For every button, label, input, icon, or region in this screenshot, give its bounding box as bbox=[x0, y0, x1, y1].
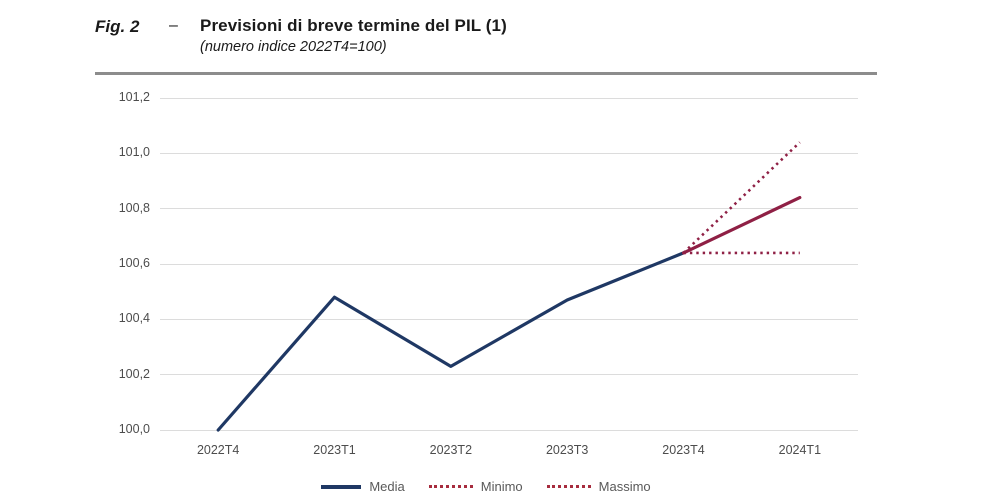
legend-swatch-dotted bbox=[428, 485, 473, 488]
chart-legend: Media Minimo Massimo bbox=[95, 479, 877, 494]
title-separator-rule bbox=[95, 72, 877, 75]
x-tick-label: 2023T4 bbox=[662, 443, 705, 457]
legend-label: Minimo bbox=[480, 479, 523, 494]
figure-title-dash: – bbox=[169, 17, 178, 34]
legend-swatch-solid bbox=[321, 484, 362, 489]
x-tick-label: 2022T4 bbox=[196, 443, 240, 457]
legend-item-media: Media bbox=[321, 479, 405, 494]
gridline bbox=[160, 374, 858, 376]
y-tick-label: 101,2 bbox=[118, 90, 150, 104]
x-tick-label: 2023T2 bbox=[429, 443, 473, 457]
series-line-media bbox=[681, 196, 802, 255]
legend-item-massimo: Massimo bbox=[546, 479, 651, 494]
x-tick-label: 2023T1 bbox=[313, 443, 356, 457]
gridline bbox=[160, 152, 858, 154]
y-tick-label: 100,2 bbox=[118, 366, 150, 381]
gridline bbox=[160, 97, 858, 99]
y-tick-label: 100,8 bbox=[118, 200, 150, 215]
figure-subtitle: (numero indice 2022T4=100) bbox=[200, 39, 387, 55]
figure-number-label: Fig. 2 bbox=[95, 17, 140, 36]
x-tick-label: 2024T1 bbox=[778, 443, 822, 457]
y-tick-label: 100,0 bbox=[118, 422, 150, 436]
series-line-media bbox=[216, 251, 686, 432]
legend-item-minimo: Minimo bbox=[428, 479, 523, 494]
x-tick-label: 2023T3 bbox=[545, 443, 589, 457]
gridline bbox=[160, 263, 858, 265]
y-tick-label: 100,4 bbox=[118, 311, 150, 326]
gridline bbox=[160, 429, 858, 431]
figure-title: Previsioni di breve termine del PIL (1) bbox=[200, 16, 507, 35]
legend-label: Massimo bbox=[598, 479, 651, 494]
gridline bbox=[160, 318, 858, 320]
legend-swatch-dotted bbox=[546, 485, 591, 488]
y-tick-label: 100,6 bbox=[118, 256, 150, 270]
gridline bbox=[160, 208, 858, 210]
legend-label: Media bbox=[369, 479, 405, 494]
series-line-massimo bbox=[682, 141, 801, 254]
y-tick-label: 101,0 bbox=[118, 145, 150, 160]
